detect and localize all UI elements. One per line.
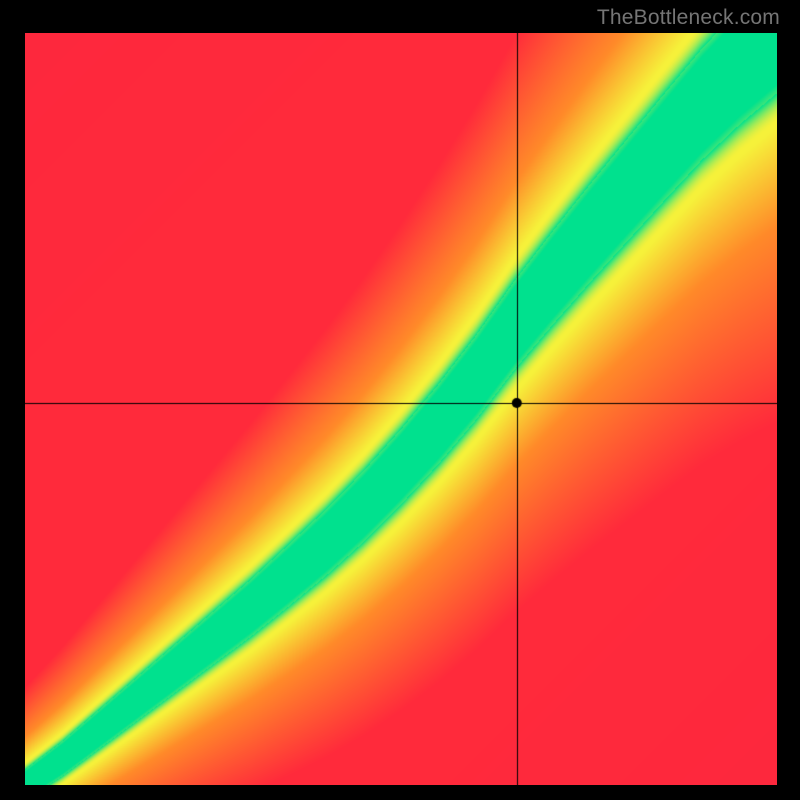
heatmap-canvas (25, 33, 777, 785)
bottleneck-heatmap (25, 33, 777, 785)
watermark-text: TheBottleneck.com (597, 6, 780, 30)
